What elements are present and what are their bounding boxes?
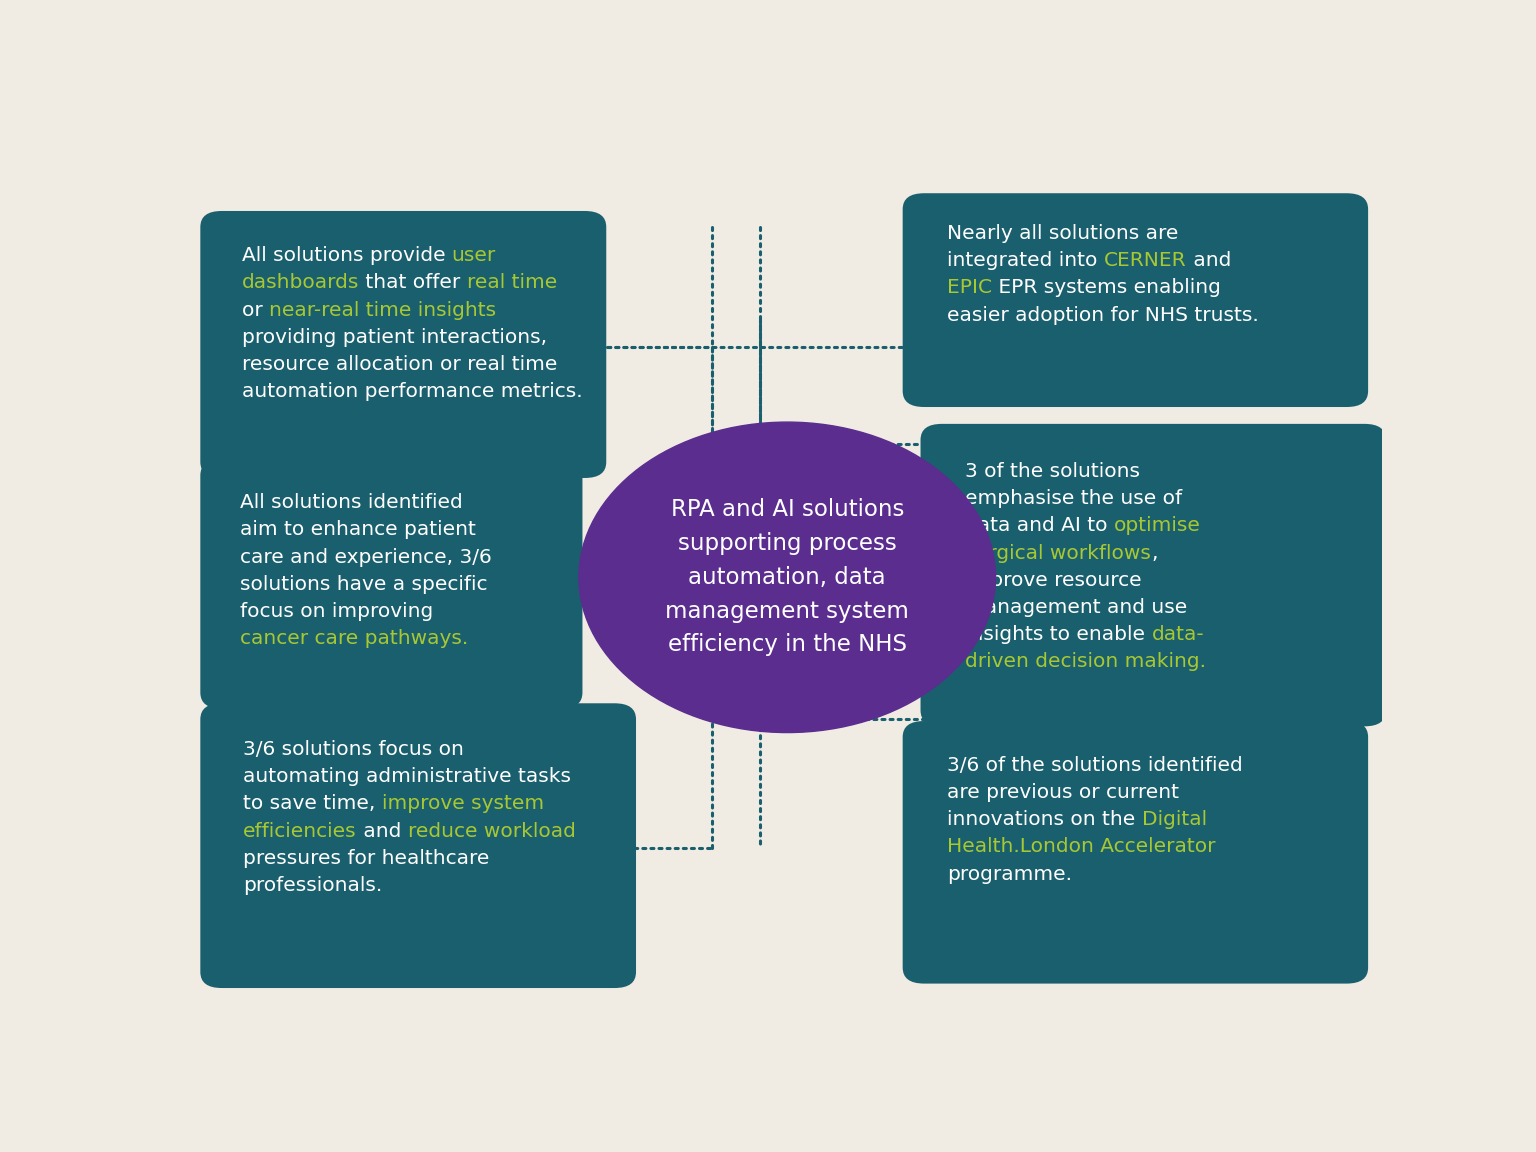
Text: CERNER: CERNER — [1104, 251, 1187, 271]
Text: All solutions provide: All solutions provide — [241, 247, 452, 265]
Text: insights to enable: insights to enable — [965, 626, 1152, 644]
Text: improve system: improve system — [382, 795, 544, 813]
Text: 3/6 solutions focus on: 3/6 solutions focus on — [243, 740, 464, 759]
Text: dashboards: dashboards — [241, 273, 359, 293]
Text: are previous or current: are previous or current — [948, 783, 1180, 802]
Text: 3 of the solutions: 3 of the solutions — [965, 462, 1140, 482]
Text: focus on improving: focus on improving — [241, 601, 433, 621]
Text: and: and — [356, 821, 407, 841]
FancyBboxPatch shape — [200, 460, 582, 708]
Text: professionals.: professionals. — [243, 876, 382, 895]
Text: reduce workload: reduce workload — [407, 821, 576, 841]
Text: efficiencies: efficiencies — [243, 821, 356, 841]
Text: Digital: Digital — [1141, 810, 1207, 829]
Text: care and experience, 3/6: care and experience, 3/6 — [241, 547, 492, 567]
FancyBboxPatch shape — [903, 194, 1369, 407]
Text: real time: real time — [467, 273, 558, 293]
Text: data and AI to: data and AI to — [965, 516, 1114, 536]
Text: management and use: management and use — [965, 598, 1187, 617]
Text: automating administrative tasks: automating administrative tasks — [243, 767, 571, 786]
Text: innovations on the: innovations on the — [948, 810, 1141, 829]
Text: EPR systems enabling: EPR systems enabling — [992, 279, 1221, 297]
Text: data-: data- — [1152, 626, 1204, 644]
Text: near-real time insights: near-real time insights — [269, 301, 496, 319]
Text: surgical workflows: surgical workflows — [965, 544, 1150, 562]
Text: ,: , — [1150, 544, 1158, 562]
Text: improve resource: improve resource — [965, 570, 1141, 590]
Text: integrated into: integrated into — [948, 251, 1104, 271]
Text: cancer care pathways.: cancer care pathways. — [241, 629, 468, 649]
Text: EPIC: EPIC — [948, 279, 992, 297]
Text: Health.London Accelerator: Health.London Accelerator — [948, 838, 1217, 856]
Text: 3/6 of the solutions identified: 3/6 of the solutions identified — [948, 756, 1243, 775]
Text: automation performance metrics.: automation performance metrics. — [241, 382, 582, 401]
FancyBboxPatch shape — [920, 424, 1385, 727]
Text: that offer: that offer — [359, 273, 467, 293]
FancyBboxPatch shape — [903, 721, 1369, 984]
Text: resource allocation or real time: resource allocation or real time — [241, 355, 558, 374]
Circle shape — [579, 422, 995, 733]
Text: optimise: optimise — [1114, 516, 1201, 536]
Text: providing patient interactions,: providing patient interactions, — [241, 328, 547, 347]
Text: All solutions identified: All solutions identified — [241, 493, 464, 513]
FancyBboxPatch shape — [200, 703, 636, 988]
Text: easier adoption for NHS trusts.: easier adoption for NHS trusts. — [948, 305, 1260, 325]
Text: Nearly all solutions are: Nearly all solutions are — [948, 225, 1178, 243]
Text: solutions have a specific: solutions have a specific — [241, 575, 488, 593]
Text: or: or — [241, 301, 269, 319]
Text: and: and — [1187, 251, 1230, 271]
Text: RPA and AI solutions
supporting process
automation, data
management system
effic: RPA and AI solutions supporting process … — [665, 498, 909, 657]
Text: emphasise the use of: emphasise the use of — [965, 490, 1183, 508]
Text: to save time,: to save time, — [243, 795, 382, 813]
FancyBboxPatch shape — [200, 211, 607, 478]
Text: driven decision making.: driven decision making. — [965, 652, 1206, 672]
Text: aim to enhance patient: aim to enhance patient — [241, 521, 476, 539]
Text: pressures for healthcare: pressures for healthcare — [243, 849, 490, 867]
Text: user: user — [452, 247, 496, 265]
Text: programme.: programme. — [948, 865, 1072, 884]
